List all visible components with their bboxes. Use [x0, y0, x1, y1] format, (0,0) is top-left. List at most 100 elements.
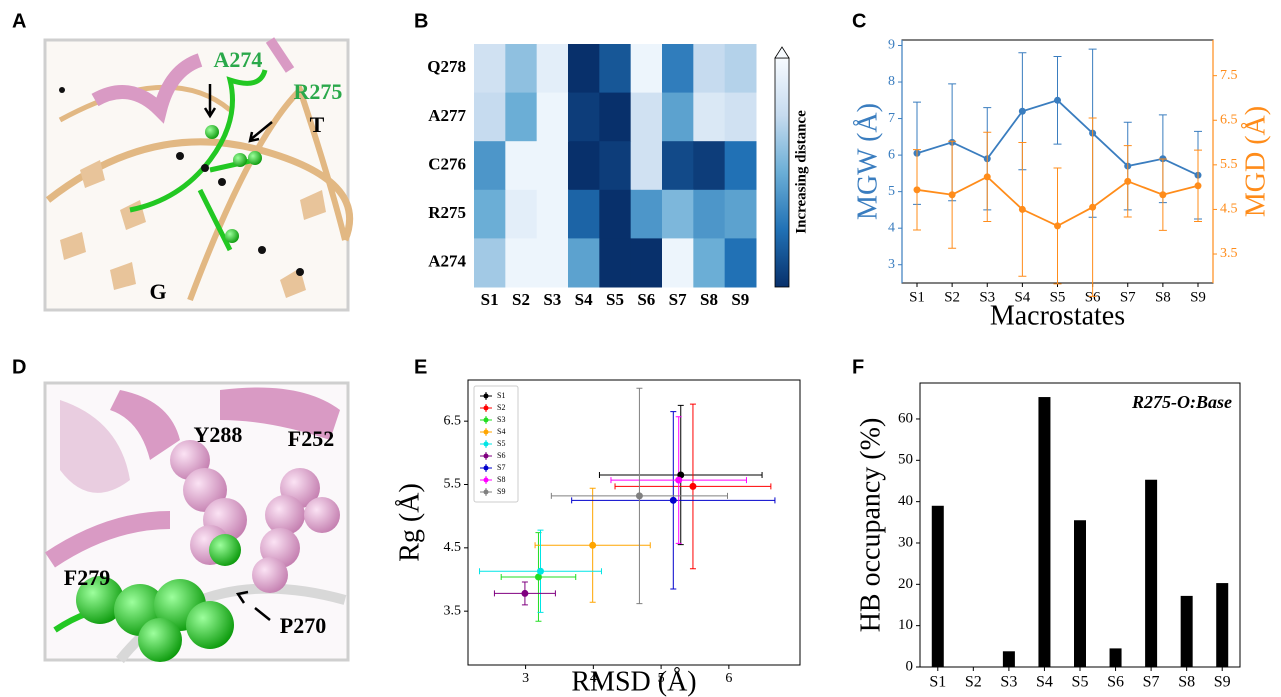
point: [669, 496, 677, 504]
legend-label: S7: [497, 463, 505, 472]
heatmap-cell: [724, 92, 757, 142]
plot-frame: [467, 379, 801, 666]
heatmap-cell: [536, 189, 569, 239]
heatmap-cell: [662, 238, 694, 288]
legend-swatch: [483, 489, 489, 495]
point: [1018, 205, 1026, 213]
y-tick-label: Q278: [427, 57, 466, 76]
x-tick-label: S7: [1120, 289, 1136, 305]
panel-letter: B: [414, 10, 428, 32]
legend-swatch: [483, 393, 489, 399]
heatmap-cell: [599, 44, 632, 94]
heatmap-cell: [630, 44, 663, 94]
y-tick-label: 9: [888, 38, 895, 53]
point: [689, 482, 697, 490]
y-tick-label: 3.5: [444, 603, 462, 618]
y-tick-label: 4: [888, 220, 895, 235]
structure-label: G: [149, 279, 166, 304]
y-tick-label: 0: [906, 658, 914, 674]
heatmap-cell: [536, 44, 569, 94]
heatmap-cell: [599, 141, 632, 191]
x-tick-label: S7: [1143, 674, 1160, 691]
heatmap-cell: [662, 141, 694, 191]
heatmap-cell: [474, 141, 506, 191]
x-tick-label: S9: [1190, 289, 1206, 305]
structure-label: T: [310, 112, 325, 137]
heatmap-cell: [568, 238, 600, 288]
legend-swatch: [483, 441, 489, 447]
y-tick-label: A277: [428, 106, 466, 125]
x-tick-label: S1: [481, 290, 499, 309]
x-tick-label: S9: [731, 290, 749, 309]
heatmap-cell: [662, 44, 694, 94]
heatmap-cell: [693, 44, 726, 94]
point: [913, 186, 921, 194]
y2-tick-label: 5.5: [1220, 157, 1238, 172]
y-tick-label: 60: [898, 410, 913, 426]
point: [1089, 203, 1097, 211]
heatmap-cell: [693, 141, 726, 191]
heatmap-cell: [724, 238, 757, 288]
heatmap-cell: [568, 189, 600, 239]
point: [1124, 177, 1132, 185]
heatmap-cell: [505, 44, 538, 94]
point: [536, 567, 544, 575]
point: [589, 541, 597, 549]
y-tick-label: R275: [428, 203, 466, 222]
legend-swatch: [483, 477, 489, 483]
heatmap-cell: [474, 189, 506, 239]
point: [1054, 96, 1061, 104]
structure-label: R275: [294, 79, 343, 104]
heatmap-cell: [599, 238, 632, 288]
legend-label: S6: [497, 451, 505, 460]
x-tick-label: S2: [944, 289, 960, 305]
bar: [1074, 520, 1086, 667]
legend-label: S3: [497, 415, 505, 424]
legend-label: S9: [497, 487, 505, 496]
panel-letter: F: [852, 356, 864, 378]
bar: [1180, 595, 1193, 667]
y-tick-label: 6: [888, 147, 895, 162]
legend-label: S8: [497, 475, 505, 484]
heatmap-cell: [693, 238, 726, 288]
y-tick-label: 6.5: [444, 413, 462, 428]
y2-tick-label: 7.5: [1220, 68, 1238, 83]
x-tick-label: S3: [1000, 674, 1017, 691]
y-tick-label: 7: [888, 111, 895, 126]
x-tick-label: S6: [637, 290, 655, 309]
y-tick-label: 20: [898, 576, 913, 592]
x-axis-label: Macrostates: [990, 300, 1125, 331]
x-tick-label: S5: [1072, 674, 1089, 691]
bar: [1109, 648, 1122, 667]
x-tick-label: S1: [929, 674, 946, 691]
x-axis-label: RMSD (Å): [571, 666, 696, 697]
heatmap-cell: [630, 92, 663, 142]
x-tick-label: S2: [512, 290, 530, 309]
colorbar-label: Increasing distance: [793, 110, 809, 234]
y-tick-label: 10: [898, 617, 913, 633]
x-tick-label: S7: [669, 290, 687, 309]
y2-tick-label: 6.5: [1220, 112, 1238, 127]
heatmap-cell: [474, 92, 506, 142]
point: [1054, 222, 1061, 230]
y-axis-label: Rg (Å): [394, 483, 425, 562]
legend-swatch: [483, 465, 489, 471]
y2-tick-label: 3.5: [1220, 246, 1238, 261]
point: [948, 191, 956, 199]
y-tick-label: 50: [898, 452, 913, 468]
structure-label: F279: [64, 565, 110, 590]
bar: [1145, 479, 1158, 667]
point: [1194, 182, 1202, 190]
heatmap-cell: [599, 92, 632, 142]
colorbar-extend: [774, 46, 790, 59]
heatmap-cell: [662, 92, 694, 142]
legend-label: S1: [497, 391, 505, 400]
x-tick-label: S4: [575, 290, 593, 309]
point: [1159, 191, 1167, 199]
bar: [1002, 651, 1015, 667]
bar: [1038, 397, 1051, 667]
legend-swatch: [483, 405, 489, 411]
point: [1018, 107, 1026, 115]
x-tick-label: S6: [1085, 289, 1101, 305]
